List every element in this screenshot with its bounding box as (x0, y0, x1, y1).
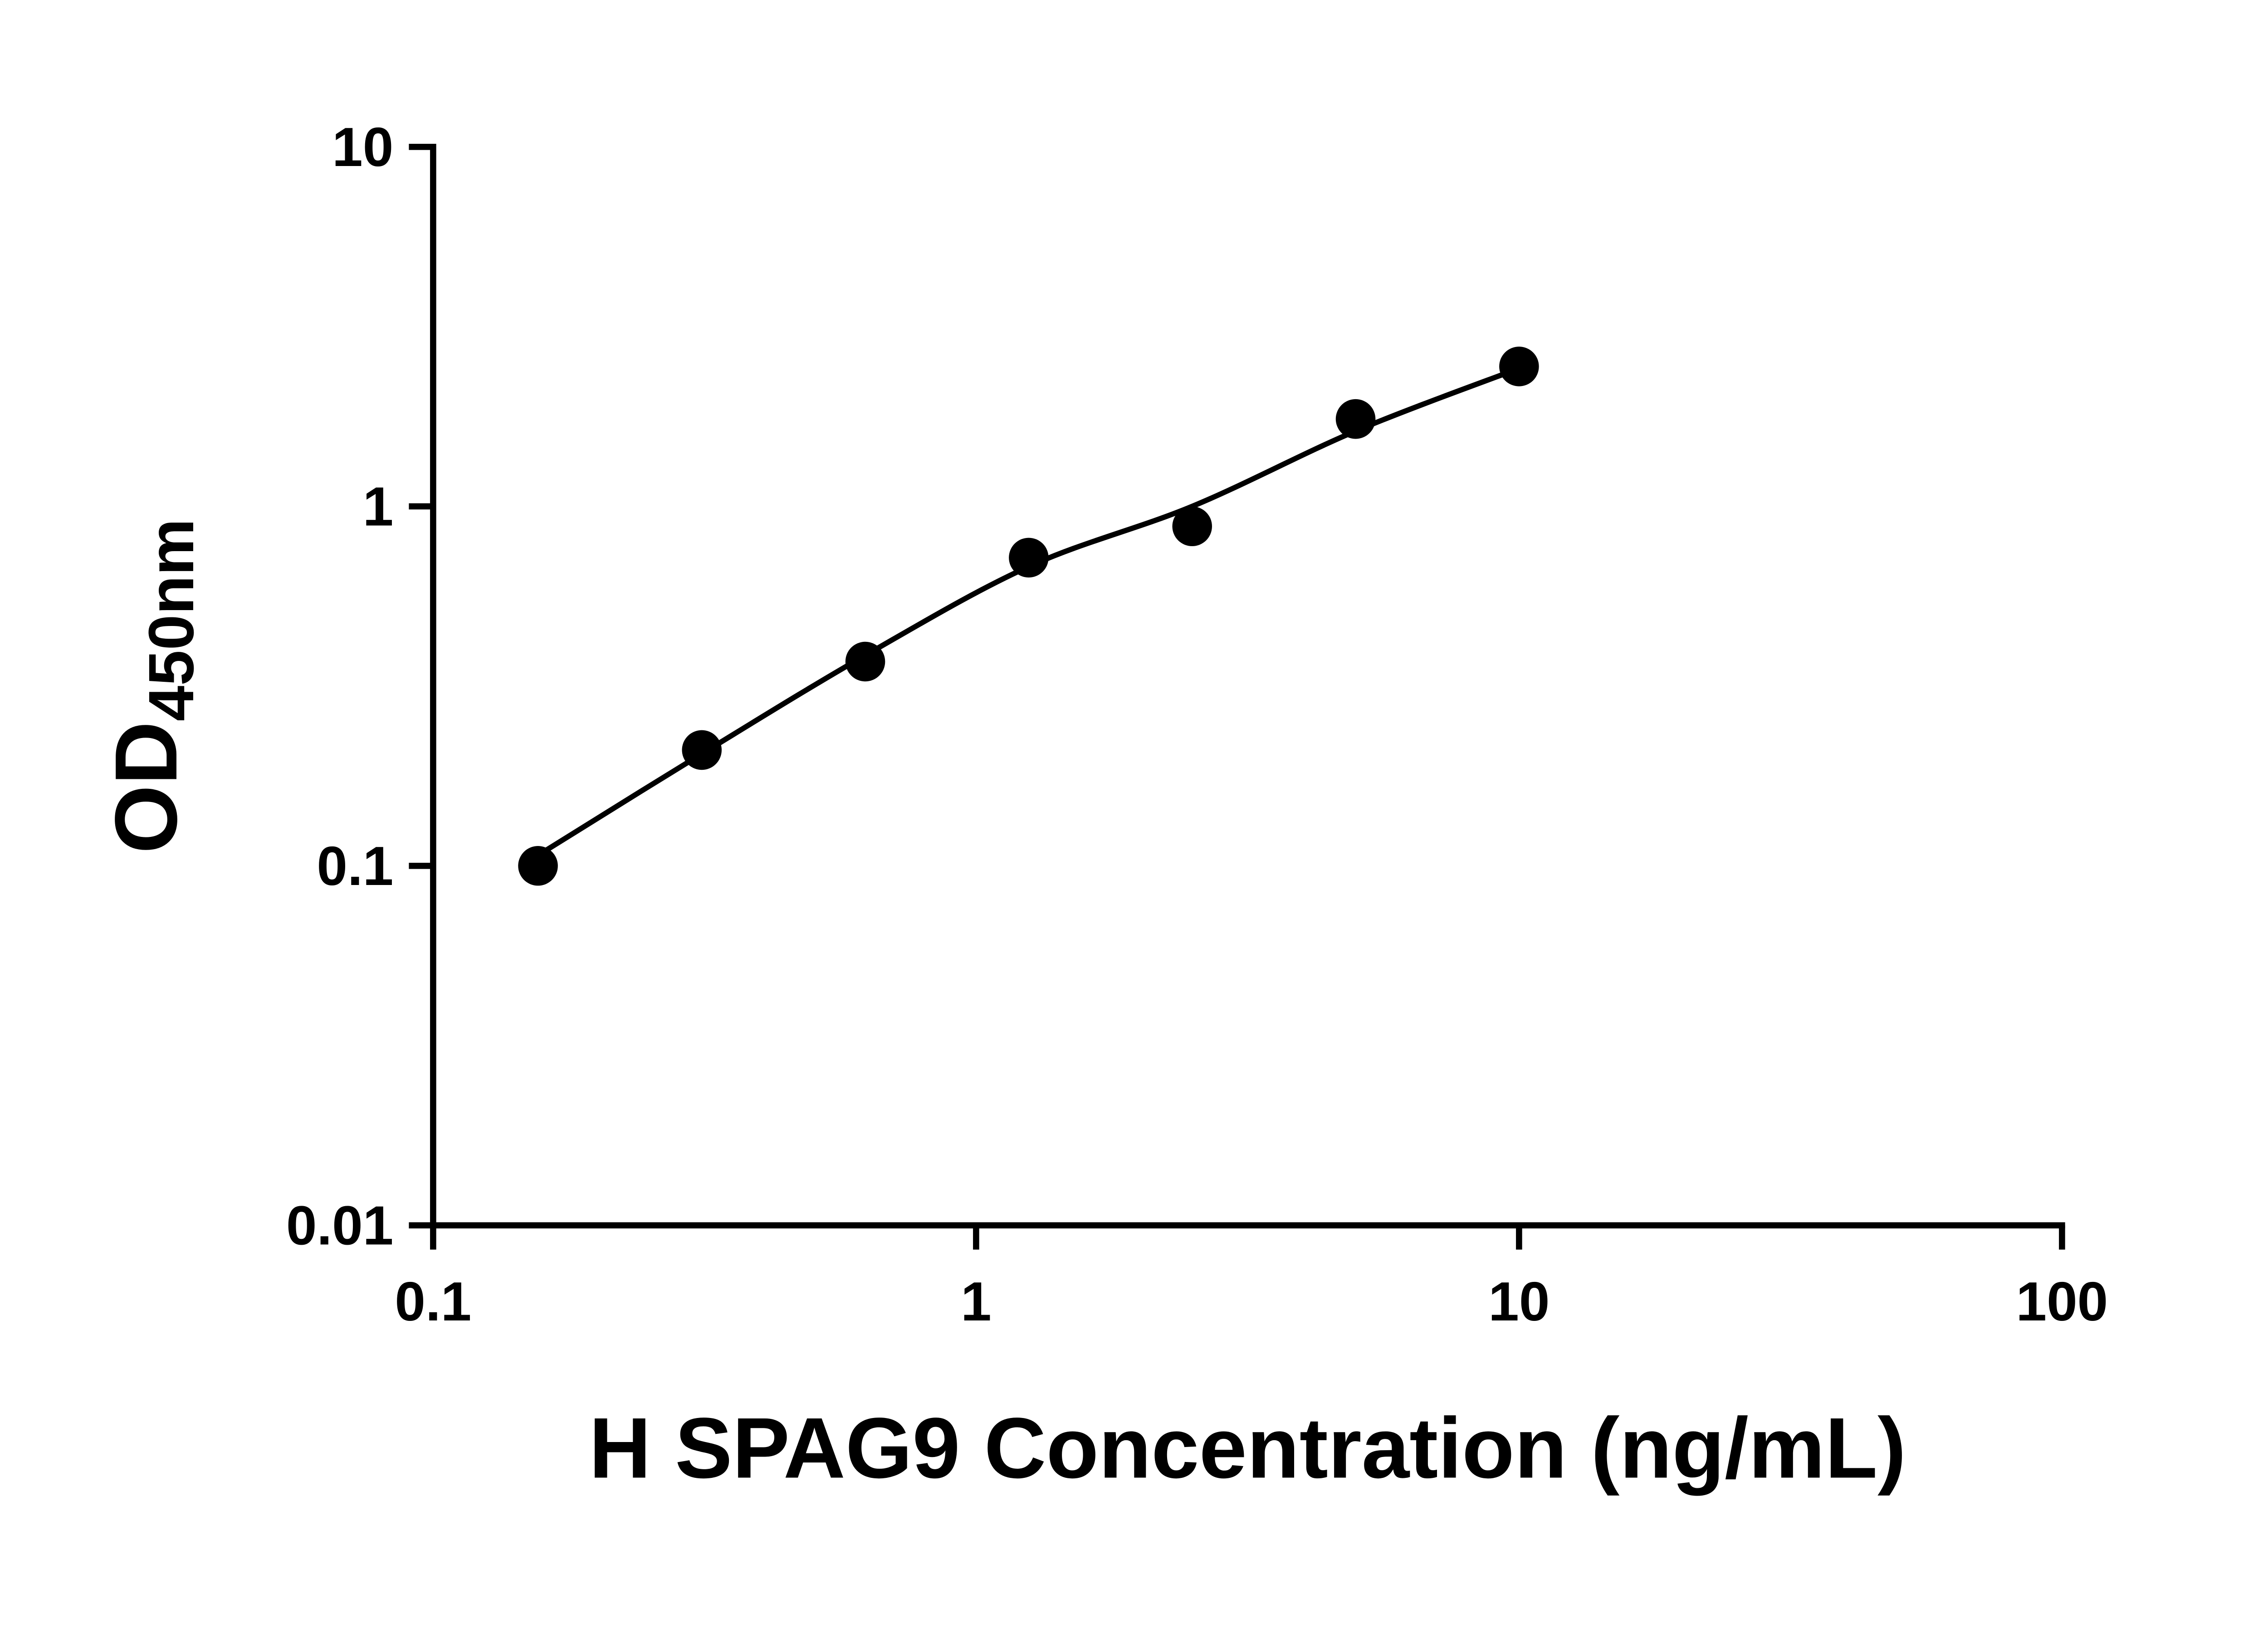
x-axis-title: H SPAG9 Concentration (ng/mL) (589, 1400, 1906, 1496)
data-point (518, 846, 558, 886)
data-point (1335, 399, 1376, 439)
y-axis-title: OD450nm (97, 518, 207, 853)
y-tick-label: 0.1 (317, 835, 393, 897)
data-point (682, 730, 722, 770)
x-tick-label: 1 (961, 1271, 992, 1332)
data-point (1499, 347, 1539, 386)
y-axis-title-subscript: 450nm (135, 518, 207, 721)
y-axis-title-main: OD (97, 721, 196, 854)
x-tick-label: 10 (1488, 1271, 1549, 1332)
y-tick-label: 0.01 (286, 1194, 394, 1256)
x-tick-label: 100 (2016, 1271, 2108, 1332)
elisa-standard-curve-figure: 10 1 0.1 0.01 0.1 1 10 100 H SPAG9 Concentration… (0, 0, 2268, 1588)
y-tick-label: 1 (363, 475, 394, 537)
data-point (1172, 506, 1212, 547)
y-tick-label: 10 (332, 116, 393, 178)
data-point (845, 641, 885, 682)
chart-background (0, 0, 2268, 1588)
data-point (1009, 538, 1049, 578)
x-tick-label: 0.1 (395, 1271, 471, 1332)
